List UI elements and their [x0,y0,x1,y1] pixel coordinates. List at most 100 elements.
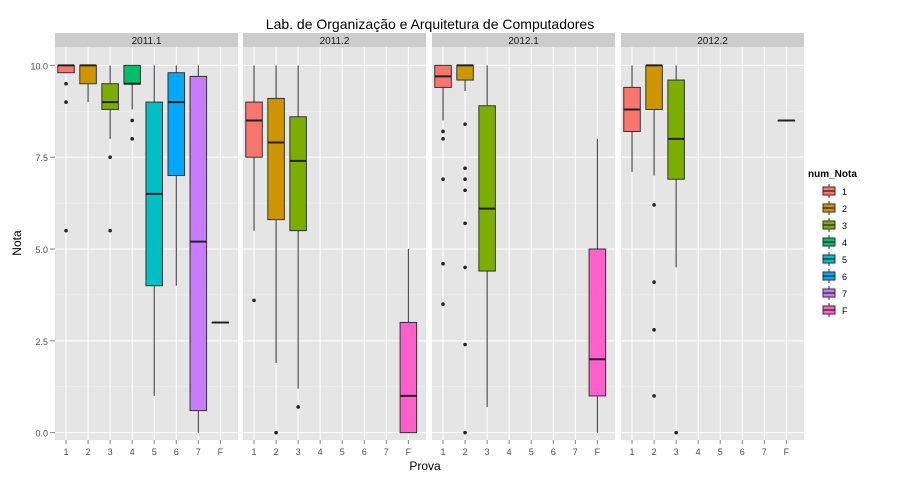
box-body [267,97,285,221]
box-2011.1-F [211,321,230,324]
box-body [478,105,496,272]
x-tick-label: 4 [507,447,512,457]
x-tick-label: 6 [551,447,556,457]
legend-label: 1 [842,187,847,197]
box-2011.2-1 [245,65,263,303]
outlier-point [463,122,467,126]
box-body [167,72,186,177]
x-tick-label: 2 [86,447,91,457]
legend-item-4: 4 [821,234,847,250]
box-2012.2-3 [667,65,685,435]
outlier-point [463,188,467,193]
box-body [667,79,685,180]
outlier-point [108,155,112,159]
box-body [79,64,97,85]
x-tick-label: 4 [130,447,135,457]
chart-title: Lab. de Organização e Arquitetura de Com… [266,16,594,32]
outlier-point [130,118,134,123]
legend-label: 7 [842,289,847,299]
x-tick-label: 2 [652,447,657,457]
strip-label: 2011.2 [320,36,350,47]
x-tick-label: 7 [762,447,767,457]
box-body [123,64,141,85]
x-tick-label: 3 [296,447,301,457]
legend-label: F [842,306,848,316]
legend-label: 6 [842,272,847,282]
strip-label: 2012.2 [697,36,728,47]
x-axis-label: Prova [409,459,441,473]
x-tick-label: 3 [108,447,113,457]
x-tick-label: 5 [718,447,723,457]
outlier-point [64,81,68,86]
x-tick-label: 2 [274,447,279,457]
box-2011.1-1 [57,64,75,233]
box-2011.1-2 [79,64,97,103]
outlier-point [652,394,656,398]
outlier-point [463,166,467,171]
facet-panel-2012.1: 2012.1 1 2 3 4 5 6 7 F [432,33,615,457]
box-2012.1-1 [434,64,452,306]
legend-item-2: 2 [821,200,847,216]
strip-background [621,33,804,47]
legend: num_Nota 1 2 3 4 5 6 7 F [808,169,857,318]
outlier-point [441,302,445,306]
box-body [456,64,474,81]
facet-panels: 0.0 2.5 5.0 7.5 10.0 2011.1 1 2 3 4 5 6 7 F 2011.2 1 2 3 4… [30,33,804,457]
x-tick-label: 6 [740,447,745,457]
box-2011.2-F [399,249,418,434]
box-body [57,64,75,74]
box-body [101,83,119,110]
x-tick-label: 4 [318,447,323,457]
outlier-point [252,298,256,303]
outlier-point [652,280,656,284]
legend-title: num_Nota [808,169,857,180]
y-tick-label: 7.5 [35,153,48,163]
outlier-point [463,342,467,347]
box-2011.1-4 [123,64,141,141]
box-body [399,321,418,434]
x-tick-label: 1 [252,447,257,457]
outlier-point [441,129,445,134]
box-2011.1-3 [101,65,119,233]
x-tick-label: F [784,447,790,457]
legend-item-1: 1 [821,183,847,199]
strip-label: 2012.1 [508,36,539,47]
outlier-point [108,228,112,233]
legend-item-F: F [821,302,848,318]
panel-background [621,47,804,440]
box-2012.2-1 [623,65,641,172]
outlier-point [463,265,467,270]
legend-label: 5 [842,255,847,265]
x-tick-label: F [218,447,224,457]
x-tick-label: 2 [463,447,468,457]
y-tick-label: 10.0 [30,61,48,71]
x-tick-label: F [595,447,601,457]
facet-panel-2011.1: 2011.1 1 2 3 4 5 6 7 F [55,33,238,457]
x-tick-label: 7 [196,447,201,457]
facet-panel-2012.2: 2012.2 1 2 3 4 5 6 7 F [621,33,804,457]
strip-background [243,33,426,47]
outlier-point [652,203,656,207]
box-body [245,101,263,158]
x-tick-label: 6 [362,447,367,457]
strip-label: 2011.1 [132,36,162,47]
facet-panel-2011.2: 2011.2 1 2 3 4 5 6 7 F [243,33,426,457]
box-2011.1-6 [167,65,186,286]
outlier-point [652,328,656,332]
box-body [645,64,663,110]
x-tick-label: 7 [573,447,578,457]
legend-item-6: 6 [821,268,847,284]
strip-background [55,33,238,47]
outlier-point [274,430,278,435]
outlier-point [441,261,445,266]
panel-background [432,47,615,440]
x-tick-label: 1 [64,447,69,457]
box-2011.1-5 [145,65,163,396]
legend-label: 2 [842,204,847,214]
box-2011.2-3 [289,65,307,409]
legend-item-5: 5 [821,251,847,267]
outlier-point [64,228,68,233]
x-tick-label: 5 [529,447,534,457]
legend-label: 4 [842,238,847,248]
outlier-point [441,137,445,141]
